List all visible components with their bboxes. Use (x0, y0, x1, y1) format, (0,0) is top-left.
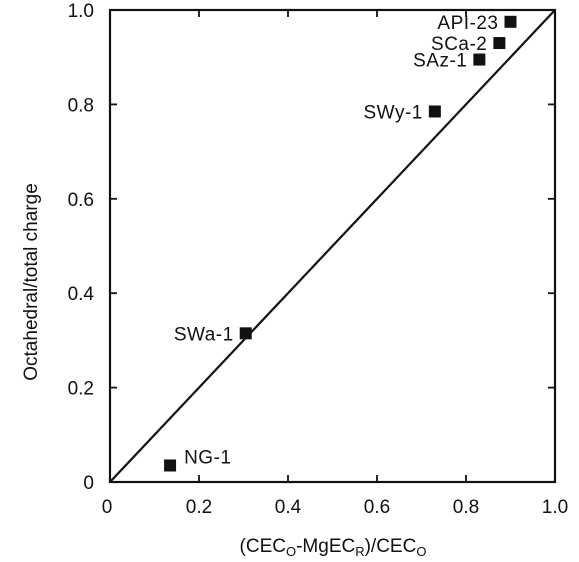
y-tick-label: 0.6 (68, 190, 94, 211)
plot-frame (108, 8, 557, 484)
x-tick-label: 0.6 (364, 497, 390, 518)
data-point (428, 105, 441, 118)
data-point-label: SAz-1 (413, 51, 467, 72)
y-tick-label: 0.8 (68, 95, 94, 116)
y-tick-label: 1.0 (68, 1, 94, 22)
data-point-label: NG-1 (184, 447, 231, 468)
x-tick-label: 0.4 (275, 497, 302, 518)
y-tick-label: 0.4 (68, 284, 95, 305)
data-point (164, 459, 177, 472)
data-point-label: SWy-1 (364, 102, 423, 123)
y-axis-title: Octahedral/total charge (21, 183, 42, 381)
data-point-label: SWa-1 (174, 324, 234, 345)
x-tick-label: 0 (102, 497, 113, 518)
data-point (493, 37, 506, 50)
data-point (239, 327, 252, 340)
x-tick-label: 0.8 (453, 497, 479, 518)
tick-labels: 0 0.2 0.4 0.6 0.8 1.0 0 0.2 0.4 0.6 0.8 1.0 (68, 1, 569, 518)
x-axis-title: (CECO-MgECR)/CECO (240, 536, 427, 559)
x-tick-label: 1.0 (542, 497, 568, 518)
data-points (164, 15, 517, 472)
data-point-label: API-23 (437, 13, 498, 34)
y-tick-label: 0.2 (68, 379, 94, 400)
data-point-label: SCa-2 (431, 34, 487, 55)
y-tick-label: 0 (83, 473, 94, 494)
plot-area (108, 8, 557, 484)
x-tick-label: 0.2 (186, 497, 212, 518)
reference-line (109, 9, 556, 483)
data-point (473, 53, 486, 66)
data-point (504, 15, 517, 28)
